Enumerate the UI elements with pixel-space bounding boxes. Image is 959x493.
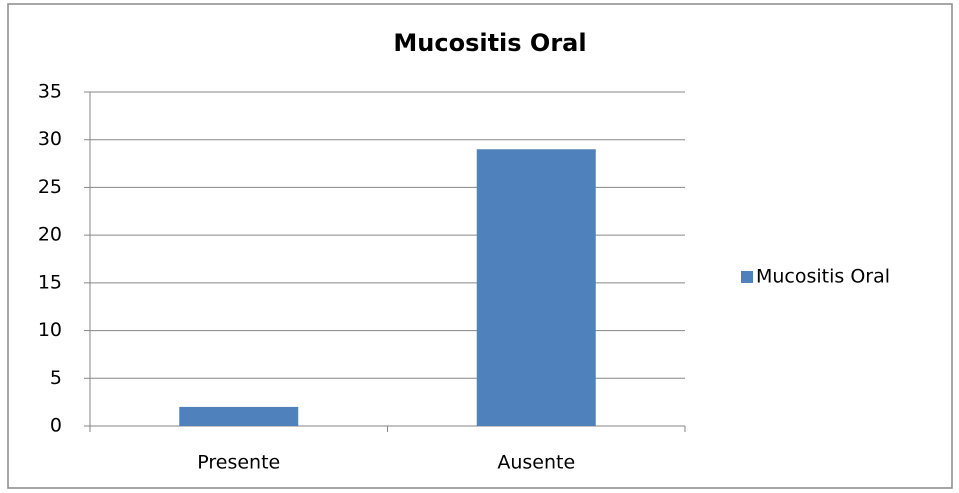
y-tick-label: 0 [50,415,62,437]
y-tick-label: 20 [38,224,62,246]
y-tick-label: 5 [50,367,62,389]
y-tick-label: 10 [38,319,62,341]
legend-swatch [741,271,753,283]
legend-label: Mucositis Oral [756,266,890,288]
x-tick-label: Presente [197,452,280,474]
chart-title: Mucositis Oral [393,29,586,57]
bar [179,406,299,426]
x-tick-label: Ausente [497,452,575,474]
y-tick-label: 15 [38,271,62,293]
y-tick-label: 35 [38,81,62,103]
y-tick-label: 25 [38,176,62,198]
y-tick-label: 30 [38,128,62,150]
bar [476,149,596,426]
